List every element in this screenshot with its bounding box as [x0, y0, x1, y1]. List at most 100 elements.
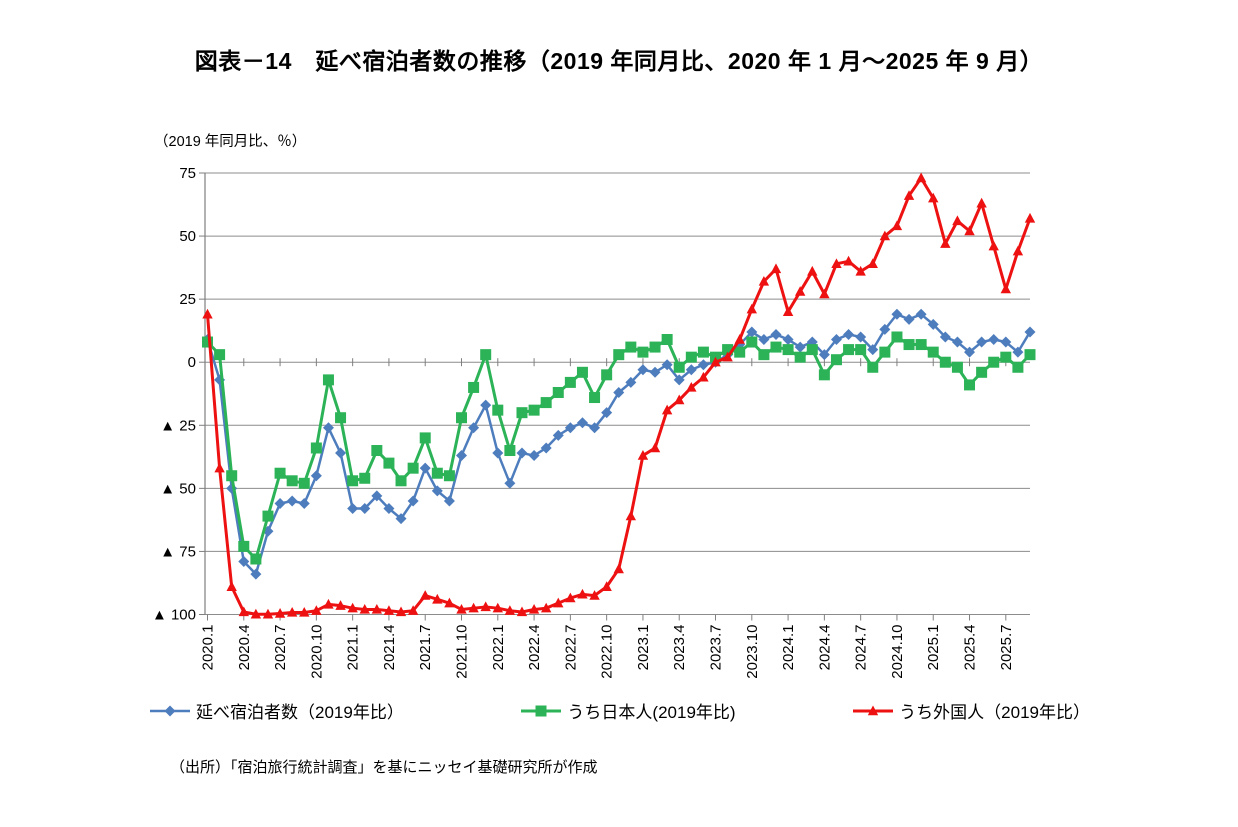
- data-point-square: [322, 374, 334, 386]
- data-point-square: [746, 336, 758, 348]
- data-point-triangle: [649, 442, 661, 453]
- y-tick-label: 50: [179, 228, 196, 245]
- data-point-square: [238, 540, 250, 552]
- data-point-diamond: [540, 442, 552, 454]
- data-point-diamond: [468, 422, 480, 434]
- data-point-triangle: [831, 258, 842, 269]
- data-point-diamond: [456, 450, 468, 462]
- data-point-triangle: [674, 394, 685, 405]
- data-point-triangle: [553, 597, 564, 608]
- data-point-diamond: [564, 422, 576, 434]
- data-point-diamond: [746, 326, 758, 338]
- x-tick-label: 2022.1: [490, 625, 507, 671]
- data-point-diamond: [322, 422, 334, 434]
- data-point-square: [661, 334, 673, 346]
- chart-title: 図表－14 延べ宿泊者数の推移（2019 年同月比、2020 年 1 月～202…: [194, 48, 1044, 74]
- data-point-diamond: [613, 386, 625, 398]
- series-triangle: [202, 172, 1036, 619]
- data-point-triangle: [782, 306, 794, 316]
- data-point-triangle: [601, 581, 612, 591]
- data-point-square: [818, 369, 830, 381]
- x-tick-label: 2024.7: [853, 625, 870, 671]
- chart-legend: 延べ宿泊者数（2019年比） うち日本人(2019年比) うち外国人（2019年比）: [150, 698, 1090, 723]
- x-tick-label: 2024.1: [780, 625, 797, 671]
- data-point-triangle: [516, 606, 528, 617]
- data-point-triangle: [589, 590, 600, 600]
- data-point-triangle: [504, 605, 516, 615]
- data-point-diamond: [516, 447, 528, 459]
- data-point-square: [697, 346, 709, 358]
- data-point-triangle: [250, 608, 262, 619]
- data-point-triangle: [202, 308, 213, 319]
- data-point-triangle: [1012, 245, 1024, 256]
- y-tick-label: ▲ 50: [160, 480, 196, 497]
- data-point-square: [552, 386, 564, 398]
- data-point-diamond: [879, 323, 891, 335]
- data-point-square: [794, 351, 806, 363]
- data-point-diamond: [976, 336, 988, 348]
- series-line: [206, 335, 1032, 561]
- data-point-triangle: [940, 238, 951, 248]
- data-point-square: [637, 346, 649, 358]
- x-tick-label: 2021.10: [454, 625, 471, 679]
- data-point-square: [879, 346, 891, 358]
- data-point-diamond: [589, 422, 601, 434]
- x-tick-label: 2022.4: [526, 625, 543, 671]
- data-point-diamond: [903, 313, 915, 325]
- data-point-triangle: [855, 265, 866, 276]
- data-point-square: [891, 331, 903, 343]
- x-tick-label: 2023.4: [671, 625, 688, 671]
- data-point-square: [492, 404, 504, 416]
- data-point-square: [806, 344, 818, 356]
- data-point-diamond: [843, 328, 855, 340]
- data-point-triangle: [492, 602, 503, 613]
- data-point-square: [589, 392, 601, 404]
- data-point-triangle: [420, 590, 431, 600]
- legend-marker-square: [521, 705, 562, 716]
- data-point-triangle: [1000, 283, 1012, 294]
- data-point-diamond: [286, 495, 298, 507]
- data-point-triangle: [625, 510, 637, 521]
- data-point-diamond: [988, 334, 1000, 346]
- data-point-square: [504, 445, 516, 457]
- data-point-triangle: [964, 225, 975, 236]
- x-tick-label: 2021.4: [381, 625, 398, 671]
- data-point-triangle: [867, 258, 878, 269]
- data-point-diamond: [335, 447, 347, 459]
- data-point-square: [988, 356, 1000, 368]
- data-point-triangle: [359, 603, 370, 614]
- data-point-diamond: [528, 450, 540, 462]
- data-point-triangle: [286, 606, 298, 617]
- x-tick-label: 2023.7: [708, 625, 725, 671]
- data-point-diamond: [649, 366, 661, 378]
- data-point-diamond: [637, 364, 649, 376]
- data-point-square: [976, 366, 988, 378]
- data-point-diamond: [504, 477, 516, 489]
- data-point-diamond: [298, 497, 310, 509]
- legend-label: 延べ宿泊者数（2019年比）: [196, 703, 404, 722]
- data-point-diamond: [395, 513, 407, 525]
- data-point-square: [250, 553, 262, 565]
- data-point-diamond: [431, 485, 443, 497]
- data-point-triangle: [226, 581, 237, 591]
- data-point-triangle: [807, 265, 818, 276]
- data-point-triangle: [432, 593, 443, 604]
- data-point-triangle: [698, 371, 709, 382]
- data-point-diamond: [250, 568, 262, 580]
- x-tick-label: 2021.1: [345, 625, 362, 671]
- data-point-diamond: [274, 497, 286, 509]
- data-point-diamond: [1024, 326, 1036, 338]
- y-tick-label: 25: [179, 291, 196, 308]
- data-point-square: [528, 404, 540, 416]
- data-point-diamond: [770, 328, 782, 340]
- data-point-square: [576, 366, 588, 378]
- data-point-square: [335, 412, 347, 424]
- data-point-triangle: [710, 356, 721, 367]
- legend-label: うち日本人(2019年比): [567, 703, 736, 722]
- data-point-diamond: [576, 417, 588, 429]
- y-tick-label: ▲ 75: [160, 543, 196, 560]
- series-square: [202, 331, 1036, 565]
- data-point-triangle: [480, 601, 491, 612]
- data-point-square: [564, 376, 576, 388]
